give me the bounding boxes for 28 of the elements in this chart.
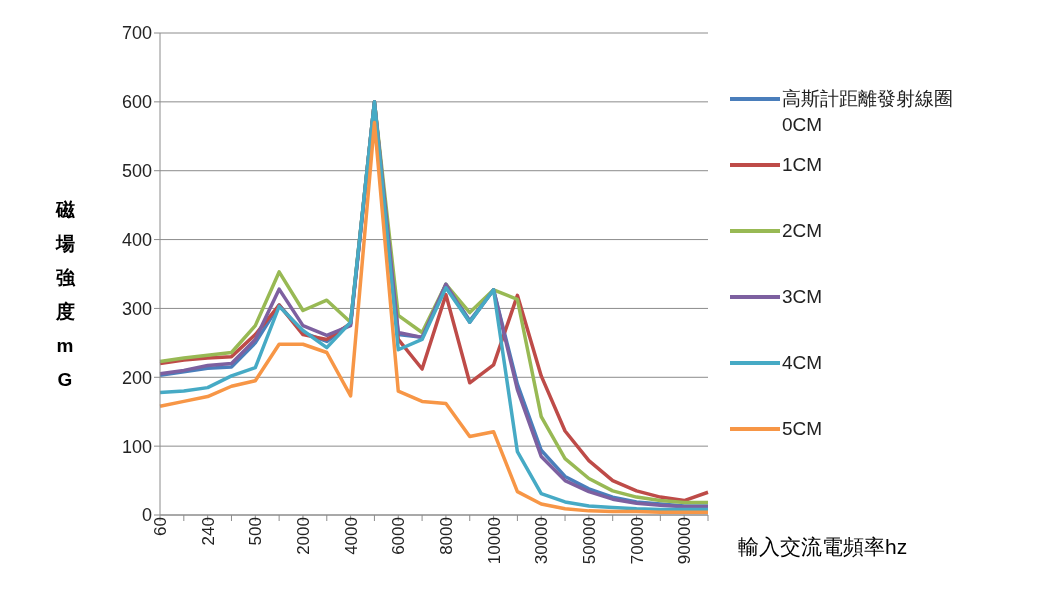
y-axis-title: 磁場強度mG — [54, 198, 76, 392]
y-tick-label: 0 — [141, 505, 152, 526]
legend-label: 1CM — [782, 153, 824, 177]
y-tick-label: 300 — [121, 298, 152, 319]
legend-label: 4CM — [782, 351, 824, 375]
x-tick-label: 50000 — [579, 517, 599, 565]
x-tick-label: 4000 — [341, 517, 361, 555]
y-tick-label: 500 — [121, 161, 152, 182]
x-tick-label: 90000 — [675, 517, 695, 565]
y-tick-label: 700 — [121, 23, 152, 44]
legend-label: 2CM — [782, 219, 824, 243]
x-tick-label: 240 — [198, 517, 218, 546]
x-tick-label: 8000 — [436, 517, 456, 555]
y-tick-label: 600 — [121, 92, 152, 113]
y-tick-label: 200 — [121, 367, 152, 388]
legend-label: 3CM — [782, 285, 824, 309]
x-tick-label: 60 — [151, 517, 171, 536]
x-tick-label: 70000 — [627, 517, 647, 565]
x-tick-label: 2000 — [294, 517, 314, 555]
legend-label: 5CM — [782, 417, 824, 441]
x-tick-label: 30000 — [532, 517, 552, 565]
y-tick-label: 100 — [121, 436, 152, 457]
x-axis-title: 輸入交流電頻率hz — [738, 534, 908, 560]
y-tick-label: 400 — [121, 229, 152, 250]
x-tick-label: 500 — [246, 517, 266, 546]
x-tick-label: 10000 — [484, 517, 504, 565]
x-tick-label: 6000 — [389, 517, 409, 555]
legend-label: 高斯計距離發射線圈0CM — [782, 87, 954, 137]
